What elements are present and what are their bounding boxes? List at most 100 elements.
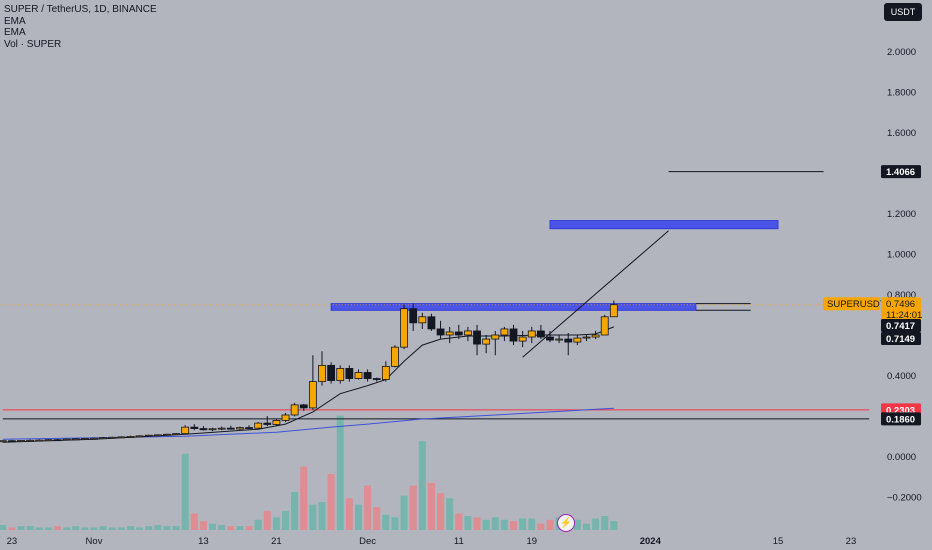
volume-bar (99, 526, 107, 530)
volume-bar (364, 485, 372, 530)
volume-bar (117, 527, 125, 530)
candle-body (80, 438, 89, 440)
volume-bar (473, 517, 481, 530)
candle-body (391, 346, 399, 367)
candles (0, 300, 618, 443)
volume-bar (500, 519, 508, 530)
candle-body (409, 308, 418, 324)
volume-bar (245, 526, 253, 530)
price-label-text: 0.7496 (886, 299, 915, 310)
price-tick-label: 0.8000 (887, 290, 916, 301)
candle-body (582, 336, 591, 339)
candle-body (573, 337, 582, 343)
candle-body (108, 436, 117, 439)
price-label-text: 0.7149 (886, 334, 915, 345)
price-label-bg (823, 297, 880, 311)
volume-bar (108, 527, 116, 530)
price-tick-label: 2.0000 (887, 47, 916, 58)
time-tick-label: Dec (359, 536, 376, 547)
volume-bar (181, 453, 189, 530)
volume-bars (0, 415, 618, 530)
volume-bar (464, 516, 472, 530)
price-tick-label: 0.4000 (887, 371, 916, 382)
drawn-line (522, 230, 669, 358)
drawn-lines (2, 171, 870, 420)
volume-bar (154, 524, 162, 530)
price-label-text: 0.7417 (886, 321, 915, 332)
volume-bar (409, 485, 417, 530)
candle-body (281, 414, 290, 421)
volume-bar (446, 498, 454, 530)
candle-body (381, 365, 390, 380)
candle-body (199, 428, 208, 431)
ema-lines (2, 326, 614, 443)
time-tick-label: 21 (271, 536, 282, 547)
candle-body (245, 427, 253, 429)
ema-fast-line (2, 326, 614, 443)
candle-body (555, 338, 564, 341)
price-tick-label: 1.2000 (887, 209, 916, 220)
candle-body (454, 331, 463, 336)
volume-bar (345, 498, 353, 530)
candle-body (308, 381, 317, 409)
time-tick-label: 2024 (640, 536, 662, 547)
volume-bar (391, 517, 399, 530)
volume-bar (354, 504, 362, 530)
lightning-icon[interactable]: ⚡ (557, 514, 575, 532)
candle-body (144, 434, 153, 437)
candle-body (327, 364, 336, 381)
volume-bar (72, 526, 80, 530)
candle-body (290, 404, 299, 416)
volume-bar (90, 527, 98, 530)
price-label-text: 11:24:01 (886, 310, 922, 321)
volume-bar (601, 516, 609, 530)
volume-bar (373, 507, 381, 530)
indicator-ema-1[interactable]: EMA (4, 15, 26, 27)
candle-body (363, 372, 372, 379)
time-tick-label: 23 (7, 536, 18, 547)
volume-bar (519, 518, 527, 530)
volume-bar (145, 526, 153, 530)
candle-body (17, 440, 25, 442)
candle-body (35, 439, 44, 442)
candle-body (546, 336, 554, 341)
price-label-bg (881, 297, 921, 311)
price-label-bg (881, 308, 921, 322)
candle-body (418, 316, 427, 324)
price-label-bg (881, 319, 921, 332)
volume-bar (309, 504, 317, 530)
candle-body (491, 334, 500, 340)
candle-body (372, 378, 381, 380)
price-tick-label: −0.2000 (887, 493, 922, 504)
candle-body (254, 422, 263, 429)
candle-body (163, 433, 171, 436)
candle-body (26, 439, 35, 442)
candle-body (564, 338, 573, 343)
price-axis: 2.00001.80001.60001.40001.20001.00000.80… (887, 47, 922, 504)
candle-body (126, 436, 135, 438)
currency-button[interactable]: USDT (884, 3, 922, 21)
symbol-title[interactable]: SUPER / TetherUS, 1D, BINANCE (4, 4, 157, 15)
candle-body (153, 434, 162, 437)
time-tick-label: Nov (86, 536, 103, 547)
candle-body (400, 308, 408, 348)
volume-bar (455, 513, 463, 530)
candle-body (509, 328, 518, 342)
indicator-volume[interactable]: Vol · SUPER (4, 38, 62, 50)
volume-bar (528, 518, 536, 530)
price-tick-label: 0.0000 (887, 452, 916, 463)
candle-body (190, 426, 199, 429)
indicator-ema-2[interactable]: EMA (4, 27, 26, 38)
candle-body (536, 330, 545, 338)
volume-bar (318, 502, 326, 530)
volume-bar (126, 526, 134, 530)
candle-body (336, 368, 345, 381)
price-label-text: 0.2303 (886, 405, 915, 416)
volume-bar (236, 526, 244, 530)
volume-bar (610, 521, 618, 530)
time-tick-label: 13 (198, 536, 209, 547)
volume-bar (35, 527, 43, 530)
candle-body (518, 336, 527, 342)
